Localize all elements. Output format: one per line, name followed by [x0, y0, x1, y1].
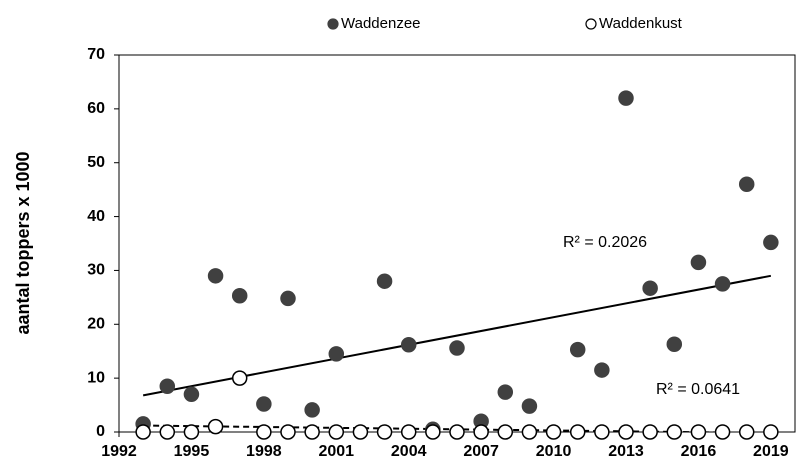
point: [449, 424, 465, 440]
legend-marker: [585, 18, 597, 30]
point: [497, 424, 514, 440]
point: [304, 424, 320, 440]
point: [183, 424, 200, 440]
point: [690, 254, 707, 271]
point: [714, 276, 731, 292]
trendline-label: R² = 0.2026: [563, 234, 647, 251]
point: [545, 424, 562, 440]
point: [231, 287, 248, 304]
point: [497, 384, 514, 400]
point: [666, 336, 683, 352]
point: [594, 424, 610, 440]
point: [473, 424, 489, 440]
point: [569, 341, 586, 358]
legend-marker: [327, 18, 339, 30]
point: [231, 370, 248, 386]
trendline-label: R² = 0.0641: [656, 381, 740, 398]
point: [159, 424, 176, 440]
y-tick-label: 30: [87, 262, 105, 279]
point: [594, 362, 610, 378]
legend-label: Waddenzee: [341, 15, 421, 32]
point: [135, 424, 151, 440]
point: [304, 402, 320, 418]
x-tick-label: 2016: [681, 443, 717, 460]
x-tick-label: 2007: [463, 443, 499, 460]
point: [666, 424, 683, 440]
point: [256, 396, 272, 412]
point: [207, 268, 224, 284]
point: [376, 273, 393, 289]
y-axis-label: aantal toppers x 1000: [13, 151, 33, 334]
y-tick-label: 60: [87, 100, 105, 117]
point: [256, 424, 272, 440]
point: [738, 176, 755, 193]
point: [521, 398, 538, 414]
y-tick-label: 40: [87, 208, 105, 225]
point: [280, 424, 296, 440]
x-tick-label: 2019: [753, 443, 789, 460]
x-tick-label: 2004: [391, 443, 427, 460]
point: [618, 90, 634, 106]
y-tick-label: 70: [87, 46, 105, 63]
x-tick-label: 1992: [101, 443, 137, 460]
point: [425, 424, 441, 440]
point: [642, 280, 658, 296]
point: [714, 424, 731, 440]
point: [328, 424, 345, 440]
x-tick-label: 1998: [246, 443, 282, 460]
point: [690, 424, 707, 440]
y-tick-label: 10: [87, 369, 105, 386]
x-tick-label: 2001: [318, 443, 354, 460]
point: [763, 424, 779, 440]
point: [328, 346, 345, 362]
point: [738, 424, 755, 440]
y-tick-label: 0: [96, 423, 105, 440]
point: [449, 340, 465, 356]
point: [521, 424, 538, 440]
point: [642, 424, 658, 440]
point: [352, 424, 369, 440]
plot-frame: [118, 54, 796, 433]
legend-label: Waddenkust: [599, 15, 683, 32]
point: [207, 418, 224, 435]
point: [763, 234, 779, 251]
point: [400, 424, 417, 440]
point: [280, 290, 296, 307]
y-tick-label: 20: [87, 316, 105, 333]
point: [183, 386, 200, 403]
x-tick-label: 2013: [608, 443, 644, 460]
trendline: [142, 274, 772, 397]
x-tick-label: 1995: [174, 443, 210, 460]
point: [618, 424, 634, 440]
x-tick-label: 2010: [536, 443, 572, 460]
point: [159, 378, 176, 394]
point: [569, 424, 586, 440]
y-tick-label: 50: [87, 154, 105, 171]
point: [376, 424, 393, 440]
point: [400, 337, 417, 353]
